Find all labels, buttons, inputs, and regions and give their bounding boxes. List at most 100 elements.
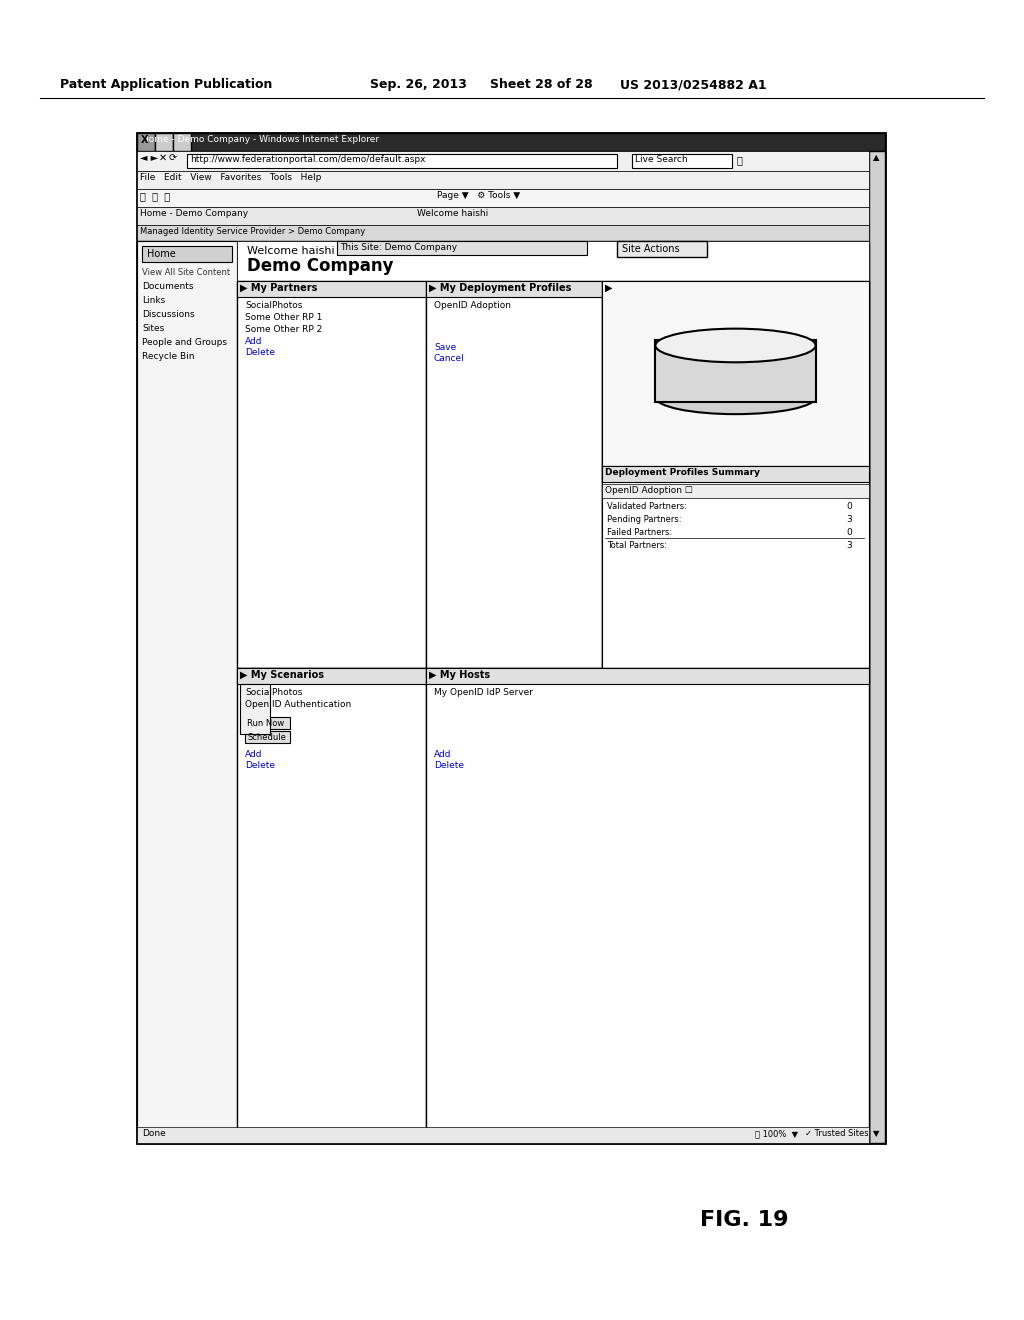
Bar xyxy=(137,242,237,1143)
Text: This Site: Demo Company: This Site: Demo Company xyxy=(340,243,457,252)
Text: ▶ My Deployment Profiles: ▶ My Deployment Profiles xyxy=(429,282,571,293)
Bar xyxy=(137,189,869,207)
Bar xyxy=(137,133,885,150)
Bar xyxy=(869,150,885,1143)
Text: Pending Partners:: Pending Partners: xyxy=(607,515,682,524)
Text: Sep. 26, 2013: Sep. 26, 2013 xyxy=(370,78,467,91)
Text: Home - Demo Company - Windows Internet Explorer: Home - Demo Company - Windows Internet E… xyxy=(142,135,379,144)
Text: ✓ Trusted Sites: ✓ Trusted Sites xyxy=(805,1129,868,1138)
Bar xyxy=(426,281,602,668)
Bar xyxy=(137,1127,869,1143)
Text: Managed Identity Service Provider > Demo Company: Managed Identity Service Provider > Demo… xyxy=(140,227,366,236)
Text: Validated Partners:: Validated Partners: xyxy=(607,502,687,511)
Bar xyxy=(426,668,869,1143)
Text: File   Edit   View   Favorites   Tools   Help: File Edit View Favorites Tools Help xyxy=(140,173,322,182)
Bar xyxy=(426,668,869,684)
Text: Welcome haishi: Welcome haishi xyxy=(247,246,335,256)
Text: My OpenID IdP Server: My OpenID IdP Server xyxy=(434,688,534,697)
Text: Sites: Sites xyxy=(142,323,164,333)
Bar xyxy=(237,281,426,297)
Text: 0: 0 xyxy=(846,528,852,537)
Bar xyxy=(245,731,290,743)
Bar xyxy=(187,154,617,168)
Text: ▶ My Scenarios: ▶ My Scenarios xyxy=(240,671,324,680)
Bar xyxy=(602,466,869,482)
Text: 🔍 100%  ▼: 🔍 100% ▼ xyxy=(755,1129,798,1138)
Bar xyxy=(237,281,426,668)
Text: Home - Demo Company: Home - Demo Company xyxy=(140,209,248,218)
Bar xyxy=(245,717,290,729)
Bar xyxy=(137,150,869,172)
Ellipse shape xyxy=(655,380,815,414)
Bar xyxy=(137,133,155,150)
Text: FIG. 19: FIG. 19 xyxy=(700,1210,788,1230)
Text: Live Search: Live Search xyxy=(635,154,688,164)
Text: Run Now: Run Now xyxy=(247,719,285,729)
Bar xyxy=(602,281,869,466)
Text: SocialPhotos: SocialPhotos xyxy=(245,688,302,697)
Bar xyxy=(337,242,587,255)
Text: Demo Company: Demo Company xyxy=(247,257,393,275)
Text: ⟳: ⟳ xyxy=(169,153,177,162)
Bar xyxy=(602,466,869,668)
Text: Open ID Authentication: Open ID Authentication xyxy=(245,700,351,709)
Text: Total Partners:: Total Partners: xyxy=(607,541,667,550)
Ellipse shape xyxy=(655,329,815,362)
Text: Home: Home xyxy=(147,249,176,259)
Text: Delete: Delete xyxy=(434,762,464,770)
Text: Add: Add xyxy=(245,750,262,759)
Text: 3: 3 xyxy=(846,541,852,550)
Bar xyxy=(237,668,426,1143)
Text: Add: Add xyxy=(434,750,452,759)
Text: US 2013/0254882 A1: US 2013/0254882 A1 xyxy=(620,78,767,91)
Bar xyxy=(602,281,869,668)
Bar xyxy=(137,242,869,1143)
Text: ▶ My Partners: ▶ My Partners xyxy=(240,282,317,293)
Bar xyxy=(237,242,869,281)
Text: Cancel: Cancel xyxy=(434,354,465,363)
Bar xyxy=(137,133,885,1143)
Text: Failed Partners:: Failed Partners: xyxy=(607,528,672,537)
Text: Schedule: Schedule xyxy=(247,733,286,742)
Bar xyxy=(142,246,232,261)
Text: Delete: Delete xyxy=(245,348,275,356)
Text: ✕: ✕ xyxy=(159,153,167,162)
Bar xyxy=(137,207,869,224)
Bar xyxy=(137,172,869,189)
Text: ▶ My Hosts: ▶ My Hosts xyxy=(429,671,490,680)
Text: Site Actions: Site Actions xyxy=(622,244,680,253)
Text: Page ▼   ⚙ Tools ▼: Page ▼ ⚙ Tools ▼ xyxy=(437,191,520,201)
Bar xyxy=(655,339,815,401)
Bar xyxy=(602,484,869,498)
Text: ▼: ▼ xyxy=(873,1129,880,1138)
Bar xyxy=(155,133,173,150)
Text: OpenID Adoption ☐: OpenID Adoption ☐ xyxy=(605,486,693,495)
Bar xyxy=(240,684,270,734)
Bar xyxy=(237,668,426,684)
Text: View All Site Content: View All Site Content xyxy=(142,268,230,277)
Bar xyxy=(137,224,869,242)
Text: Delete: Delete xyxy=(245,762,275,770)
Text: Deployment Profiles Summary: Deployment Profiles Summary xyxy=(605,469,760,477)
Text: Documents: Documents xyxy=(142,282,194,290)
Text: Done: Done xyxy=(142,1129,166,1138)
Text: Recycle Bin: Recycle Bin xyxy=(142,352,195,360)
Text: 🔍: 🔍 xyxy=(737,154,742,165)
Bar xyxy=(617,242,707,257)
Text: Add: Add xyxy=(245,337,262,346)
Text: ◄ ►: ◄ ► xyxy=(140,153,158,162)
Text: http://www.federationportal.com/demo/default.aspx: http://www.federationportal.com/demo/def… xyxy=(190,154,426,164)
Text: Save: Save xyxy=(434,343,457,352)
Text: 3: 3 xyxy=(846,515,852,524)
Text: X: X xyxy=(141,135,148,145)
Text: Welcome haishi: Welcome haishi xyxy=(417,209,488,218)
Text: Some Other RP 1: Some Other RP 1 xyxy=(245,313,323,322)
Text: ▶: ▶ xyxy=(605,282,612,293)
Bar xyxy=(426,281,602,297)
Text: ▲: ▲ xyxy=(873,153,880,162)
Text: Sheet 28 of 28: Sheet 28 of 28 xyxy=(490,78,593,91)
Text: Patent Application Publication: Patent Application Publication xyxy=(60,78,272,91)
Text: OpenID Adoption: OpenID Adoption xyxy=(434,301,511,310)
Bar xyxy=(173,133,191,150)
Bar xyxy=(632,154,732,168)
